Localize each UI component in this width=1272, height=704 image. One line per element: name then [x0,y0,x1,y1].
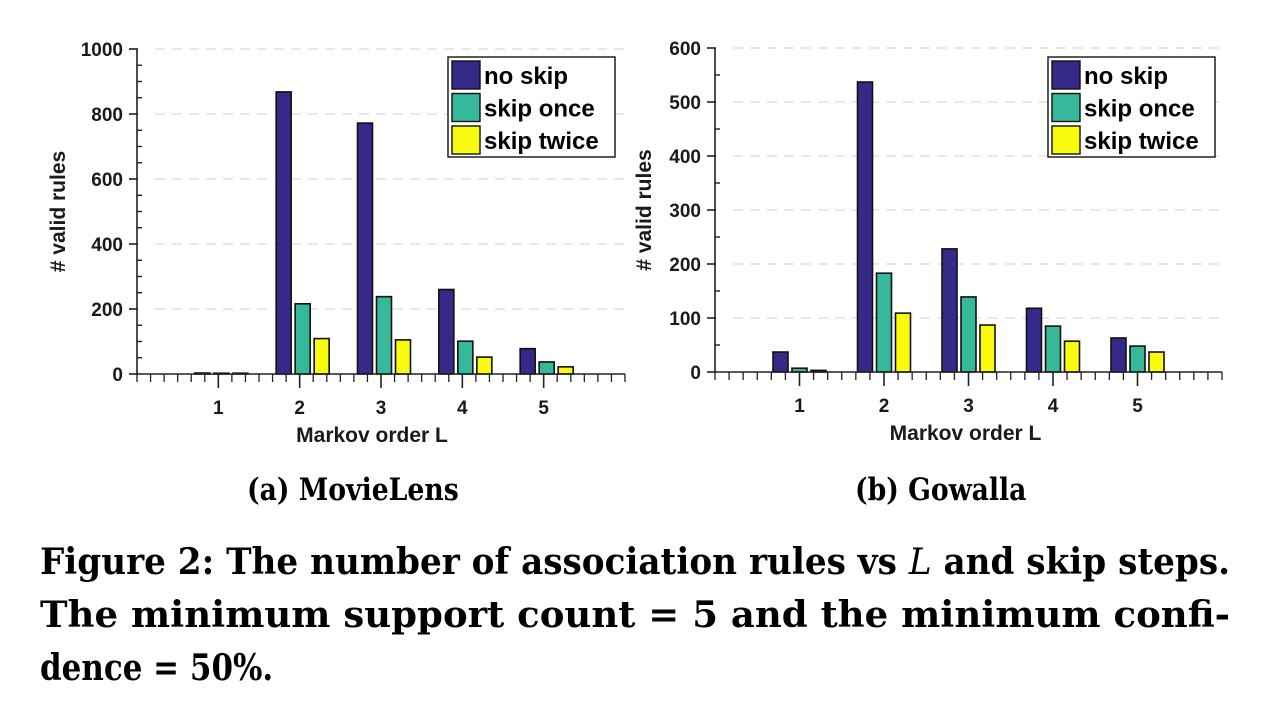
y-tick-label: 400 [669,147,701,168]
x-tick-label: 5 [1132,396,1143,417]
subcaption-movielens: (a) MovieLens [247,472,459,508]
y-tick-label: 600 [91,170,123,191]
caption-variable-L: L [908,542,932,583]
bar-no-skip-L2 [275,91,292,375]
legend-swatch-skip-twice [1051,125,1081,155]
y-axis-label: # valid rules [47,151,70,272]
bar-no-skip-L5 [1110,337,1127,373]
legend-swatch-skip-once [451,92,481,123]
chart-gowalla: 0 100 200 300 400 500 600 1 2 3 4 5 Markov order L # … [633,39,1223,445]
x-tick-label: 4 [1048,396,1059,417]
x-tick-label: 1 [213,398,224,419]
y-tick-label: 0 [690,363,701,384]
figure-caption: Figure 2: The number of association rule… [40,536,1230,695]
bar-skip-twice-L3 [979,324,996,373]
x-tick-label: 5 [538,398,549,419]
legend-swatch-skip-once [1051,92,1081,123]
bar-skip-once-L2 [875,272,893,373]
bar-no-skip-L4 [1025,307,1043,373]
caption-line-3: dence = 50%. [40,647,274,689]
bar-skip-once-L3 [375,295,393,375]
x-axis-label: Markov order L [890,422,1042,445]
legend-label-skip-twice: skip twice [484,128,599,155]
bar-skip-twice-L2 [313,337,330,375]
bar-skip-once-L4 [1044,325,1062,373]
x-tick-label: 1 [794,396,805,417]
bar-skip-twice-L4 [1063,340,1081,373]
legend: no skip skip once skip twice [1047,56,1216,158]
bar-no-skip-L5 [519,347,536,375]
bar-skip-twice-L4 [476,356,493,375]
x-axis-label: Markov order L [296,424,448,447]
bar-skip-twice-L5 [1148,351,1165,373]
x-tick-label: 2 [879,396,890,417]
bar-skip-once-L4 [457,340,474,375]
y-tick-label: 800 [91,105,123,126]
y-tick-label: 200 [91,300,123,321]
legend-label-no-skip: no skip [1084,63,1168,90]
bar-skip-once-L5 [538,361,555,375]
legend-label-no-skip: no skip [484,63,568,90]
y-tick-label: 500 [669,93,701,114]
x-tick-label: 2 [294,398,305,419]
bar-no-skip-L4 [438,288,455,375]
legend-swatch-no-skip [1051,60,1081,90]
bar-skip-once-L3 [960,296,977,373]
bar-skip-twice-L5 [557,366,574,375]
bar-skip-twice-L2 [894,312,912,373]
x-tick-label: 3 [963,396,974,417]
legend: no skip skip once skip twice [447,56,616,158]
legend-swatch-no-skip [451,60,481,90]
caption-line-1: Figure 2: The number of association rule… [40,536,1230,589]
y-tick-label: 600 [669,39,701,60]
bar-skip-once-L5 [1129,345,1146,373]
subcaption-gowalla: (b) Gowalla [855,472,1027,508]
chart-movielens: 0 200 400 600 800 1000 1 2 3 4 5 Markov order L # va… [47,40,626,447]
y-tick-label: 300 [669,201,701,222]
bar-no-skip-L1 [772,351,789,373]
bar-no-skip-L3 [941,248,958,373]
caption-text: Figure 2: The number of association rule… [40,541,909,583]
x-tick-label: 4 [457,398,468,419]
y-tick-label: 200 [669,255,701,276]
x-tick-label: 3 [376,398,387,419]
bar-skip-once-L2 [294,302,311,375]
legend-label-skip-once: skip once [1084,96,1195,123]
y-tick-label: 400 [91,235,123,256]
legend-label-skip-once: skip once [484,96,595,123]
y-tick-label: 100 [669,309,701,330]
y-tick-label: 0 [112,365,123,386]
caption-line-2: The minimum support count = 5 and the mi… [40,594,1230,636]
legend-swatch-skip-twice [451,125,481,155]
bar-no-skip-L2 [856,81,874,373]
legend-label-skip-twice: skip twice [1084,128,1199,155]
bar-no-skip-L3 [356,122,374,375]
caption-text: and skip steps. [931,541,1230,583]
y-axis-label: # valid rules [633,149,656,270]
y-tick-label: 1000 [81,40,123,61]
bar-skip-twice-L3 [394,339,412,375]
